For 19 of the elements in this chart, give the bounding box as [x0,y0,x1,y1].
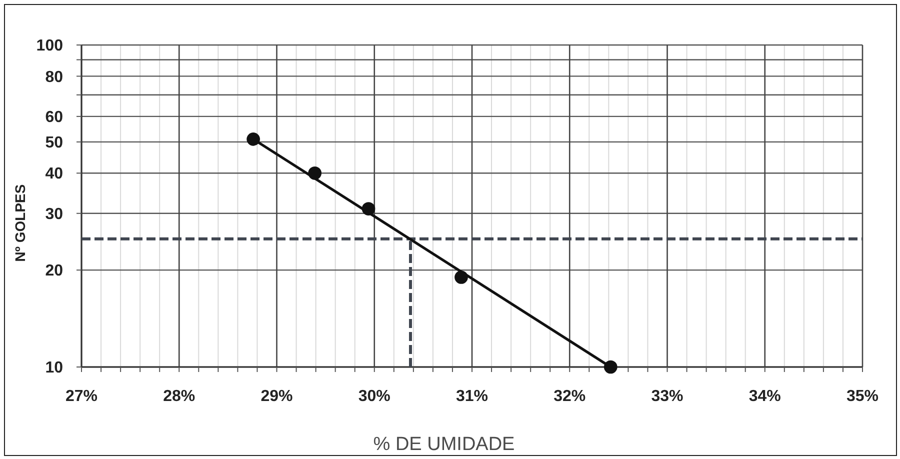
x-tick-label: 34% [748,388,781,405]
y-tick-label: 50 [45,134,64,152]
y-tick-label: 30 [45,206,64,223]
x-tick-label: 32% [554,388,586,405]
x-tick-label: 30% [358,388,390,405]
x-tick-label: 28% [163,388,196,405]
x-axis-title: % DE UMIDADE [373,434,515,455]
x-tick-label: 31% [456,388,488,405]
x-tick-label: 35% [846,388,879,405]
y-tick-label: 80 [45,68,64,86]
y-tick-label: 60 [45,109,64,126]
x-tick-label: 33% [651,388,684,405]
y-tick-label: 10 [45,360,64,377]
y-tick-label: 20 [45,262,64,280]
x-tick-label: 27% [65,388,98,405]
x-tick-label: 29% [260,388,293,405]
y-tick-label: 40 [45,166,64,183]
y-tick-label: 100 [36,38,64,55]
y-axis-title: Nº GOLPES [12,184,28,262]
